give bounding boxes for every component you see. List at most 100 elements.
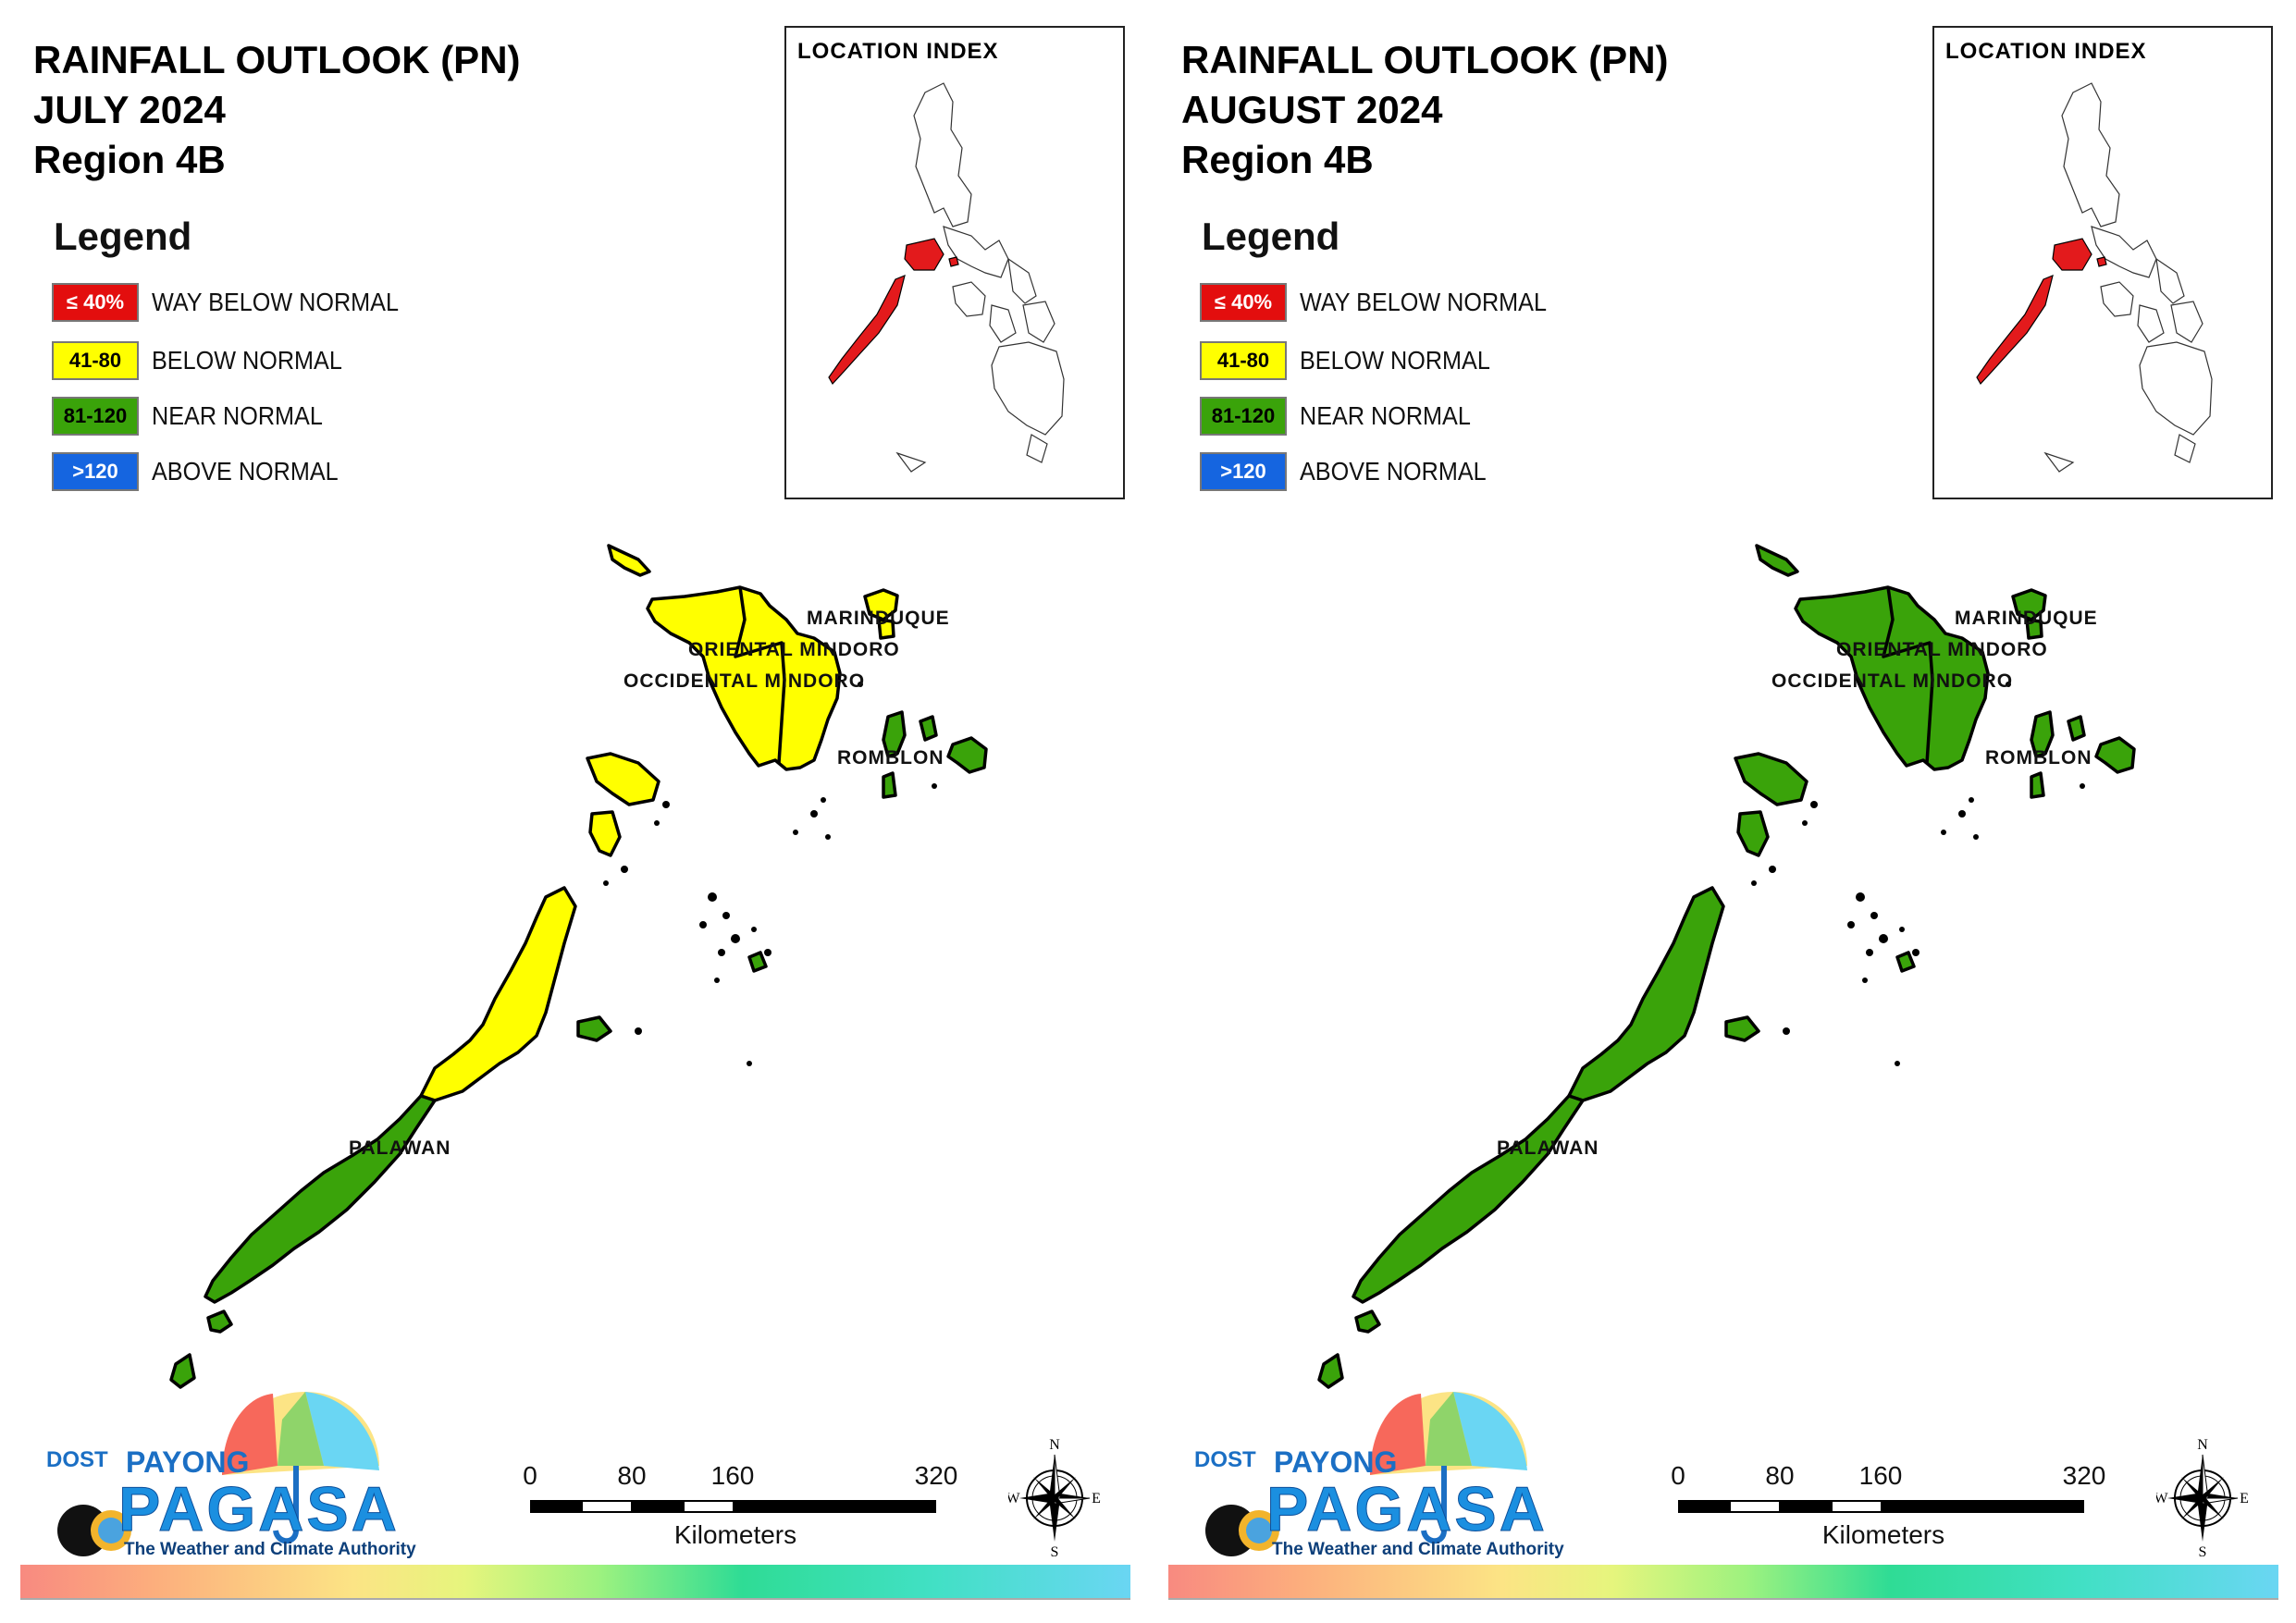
romblon-island-4	[882, 771, 897, 799]
legend-label: NEAR NORMAL	[1300, 401, 1471, 430]
title-line-1: RAINFALL OUTLOOK (PN)	[33, 38, 521, 81]
dumaran-island-shape	[576, 1015, 612, 1042]
scale-tick-320: 320	[2062, 1461, 2106, 1490]
legend-label: ABOVE NORMAL	[152, 457, 339, 486]
scale-segment	[1678, 1500, 1730, 1513]
culion-island-shape	[1736, 810, 1770, 857]
legend-item-below: 41-80 BELOW NORMAL	[52, 340, 364, 381]
compass-rose-graphic: N E S W	[1006, 1437, 1101, 1560]
scale-unit-label: Kilometers	[673, 1520, 797, 1549]
compass-rose-graphic: N E S W	[2154, 1437, 2249, 1560]
palawan-north-shape	[1567, 886, 1725, 1102]
logo-dost-text: DOST	[46, 1447, 108, 1472]
legend-label: NEAR NORMAL	[152, 401, 323, 430]
balabac-island-shape-2	[1317, 1353, 1344, 1389]
scale-segment	[1729, 1500, 1781, 1513]
logo-dost-text: DOST	[1194, 1447, 1256, 1472]
cuyo-island-shape	[747, 951, 768, 973]
scale-tick-320: 320	[914, 1461, 958, 1490]
scale-segment	[683, 1500, 734, 1513]
small-islands	[1751, 682, 2085, 1066]
legend-swatch: 81-120	[1200, 397, 1287, 436]
legend-swatch: >120	[1200, 452, 1287, 491]
scale-segment	[530, 1500, 582, 1513]
compass-w: W	[2156, 1491, 2168, 1506]
philippines-locator-map	[1976, 82, 2213, 473]
scale-segment	[1881, 1500, 2084, 1513]
title-line-1: RAINFALL OUTLOOK (PN)	[1181, 38, 1669, 81]
scale-segment	[632, 1500, 684, 1513]
marinduque-shape	[863, 588, 899, 621]
logo-tagline: The Weather and Climate Authority	[1272, 1540, 1564, 1559]
mindoro-boundary	[1882, 586, 1934, 764]
scale-tick-0: 0	[1671, 1461, 1685, 1490]
philippines-locator-map	[828, 82, 1065, 473]
label-palawan: PALAWAN	[349, 1137, 451, 1159]
inset-title: LOCATION INDEX	[1945, 39, 2147, 64]
mindoro-shape	[646, 585, 842, 771]
balabac-island-shape	[206, 1309, 233, 1334]
footer-color-band	[1168, 1565, 2278, 1598]
legend-item-near: 81-120 NEAR NORMAL	[52, 396, 341, 436]
location-index-inset: LOCATION INDEX	[784, 26, 1125, 499]
compass-s: S	[2199, 1544, 2207, 1558]
scale-segment	[581, 1500, 633, 1513]
mindoro-shape	[1794, 585, 1990, 771]
umbrella-icon	[1205, 1392, 1527, 1556]
label-marinduque: MARINDUQUE	[1955, 608, 2098, 629]
marinduque-shape-2	[2025, 618, 2043, 640]
label-palawan: PALAWAN	[1497, 1137, 1599, 1159]
romblon-island-2	[919, 715, 938, 742]
legend-label: WAY BELOW NORMAL	[1300, 288, 1547, 316]
scale-bar: 0 80 160 320 Kilometers	[523, 1461, 957, 1563]
palawan-north-shape	[419, 886, 577, 1102]
compass-s: S	[1051, 1544, 1059, 1558]
label-occidental-mindoro: OCCIDENTAL MINDORO	[1771, 670, 2014, 692]
scale-tick-0: 0	[523, 1461, 537, 1490]
romblon-island-1	[2030, 710, 2055, 758]
legend-label: BELOW NORMAL	[152, 346, 342, 375]
scale-tick-160: 160	[1858, 1461, 1903, 1490]
footer-color-band	[20, 1565, 1130, 1598]
legend-swatch: 81-120	[52, 397, 139, 436]
compass-n: N	[1049, 1438, 1060, 1453]
balabac-island-shape-2	[169, 1353, 196, 1389]
logo-payong-text: PAYONG	[1274, 1445, 1398, 1479]
romblon-island-3	[2094, 736, 2136, 774]
main-map: MARINDUQUE ORIENTAL MINDORO OCCIDENTAL M…	[1148, 518, 2296, 1406]
compass-e: E	[2240, 1491, 2249, 1506]
legend-item-near: 81-120 NEAR NORMAL	[1200, 396, 1489, 436]
dumaran-island-shape	[1724, 1015, 1760, 1042]
panel-title: RAINFALL OUTLOOK (PN) AUGUST 2024 Region…	[1181, 35, 1669, 185]
logo-payong-text: PAYONG	[126, 1445, 250, 1479]
location-index-inset: LOCATION INDEX	[1932, 26, 2273, 499]
romblon-island-3	[946, 736, 988, 774]
legend-swatch: ≤ 40%	[52, 283, 139, 322]
legend-swatch: 41-80	[1200, 341, 1287, 380]
legend-title: Legend	[54, 215, 192, 258]
scale-segment	[1780, 1500, 1832, 1513]
compass-e: E	[1092, 1491, 1101, 1506]
legend-item-way-below: ≤ 40% WAY BELOW NORMAL	[52, 282, 426, 323]
title-line-3: Region 4B	[33, 138, 226, 181]
footer-line	[20, 1598, 1130, 1600]
legend-item-above: >120 ABOVE NORMAL	[52, 451, 359, 492]
legend-label: BELOW NORMAL	[1300, 346, 1490, 375]
umbrella-icon	[57, 1392, 379, 1556]
compass-rose-icon: N E S W	[1006, 1437, 1101, 1560]
lubang-island-shape	[1755, 544, 1799, 577]
romblon-island-4	[2030, 771, 2045, 799]
palawan-south-shape	[204, 1094, 437, 1304]
scale-tick-80: 80	[617, 1461, 647, 1490]
legend-item-above: >120 ABOVE NORMAL	[1200, 451, 1507, 492]
mindoro-boundary	[734, 586, 786, 764]
logo-tagline: The Weather and Climate Authority	[124, 1540, 416, 1559]
marinduque-shape	[2011, 588, 2047, 621]
scale-tick-160: 160	[710, 1461, 755, 1490]
title-line-2: JULY 2024	[33, 88, 226, 131]
label-oriental-mindoro: ORIENTAL MINDORO	[1836, 639, 2048, 660]
legend-item-below: 41-80 BELOW NORMAL	[1200, 340, 1512, 381]
title-line-3: Region 4B	[1181, 138, 1374, 181]
culion-island-shape	[588, 810, 622, 857]
region-4b-map	[169, 544, 988, 1389]
